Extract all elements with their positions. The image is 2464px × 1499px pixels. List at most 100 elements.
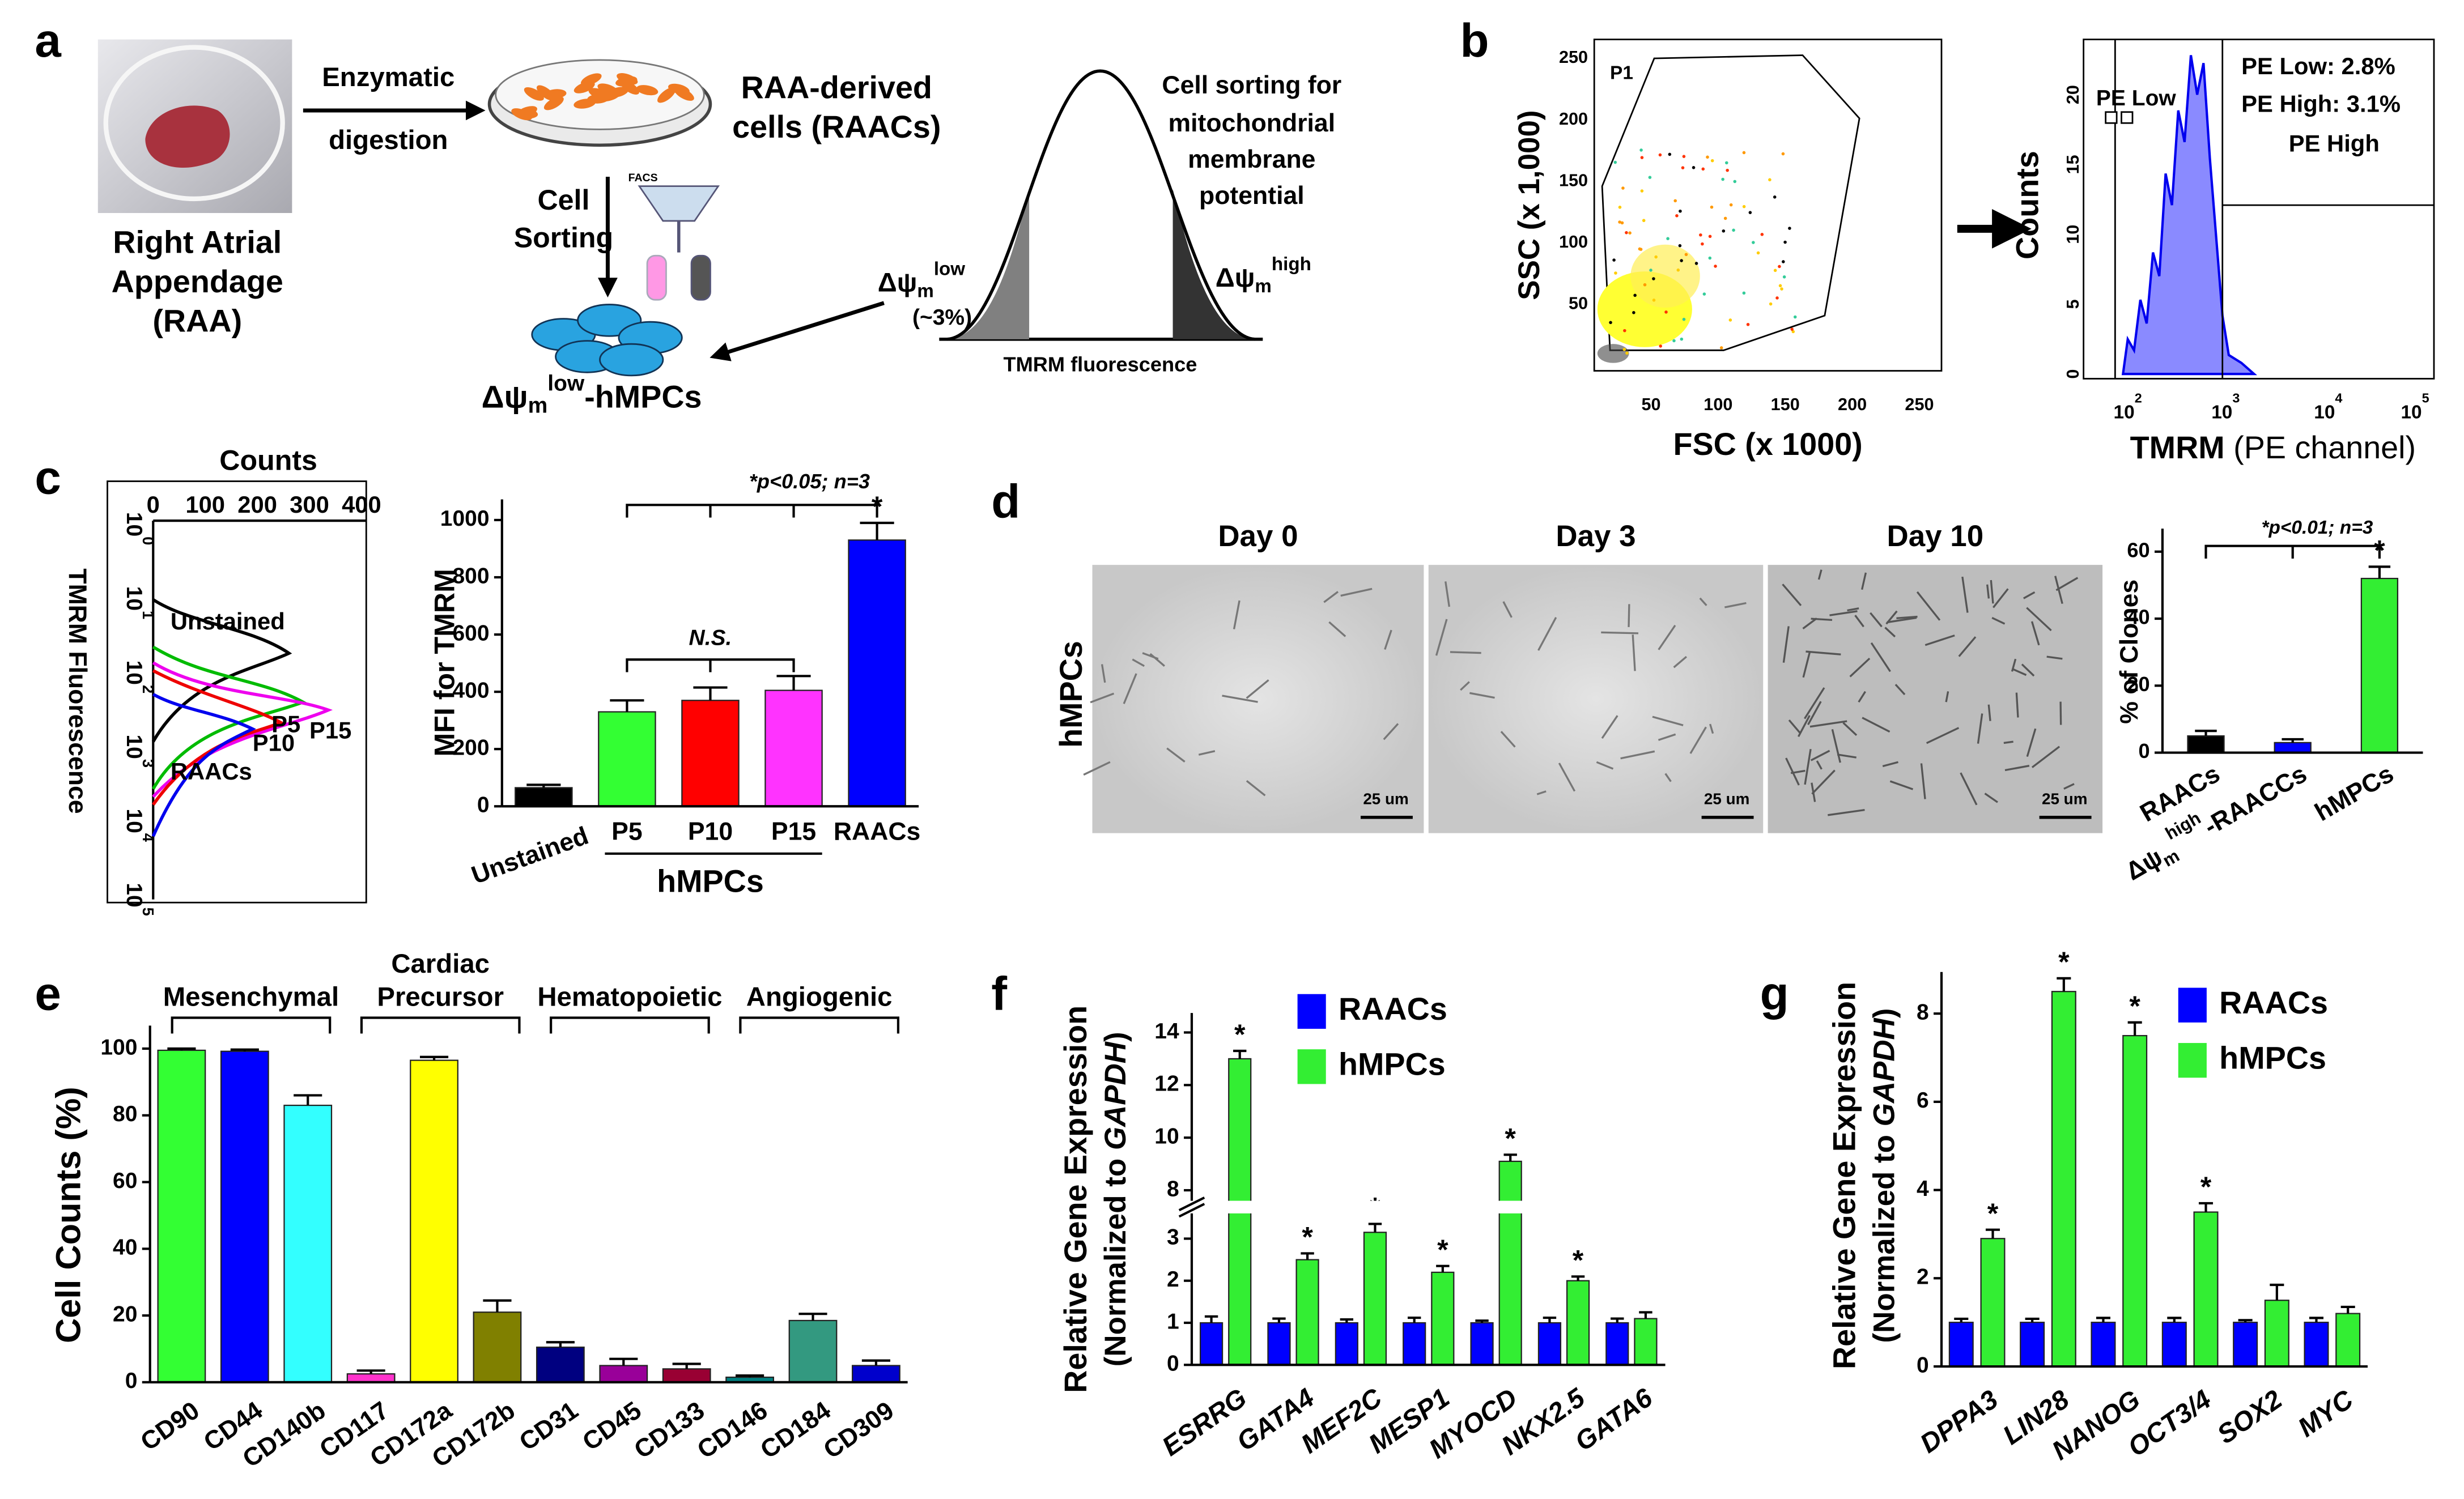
arrow — [710, 301, 885, 361]
group-label: Hematopoietic — [537, 982, 722, 1012]
bracket — [171, 1016, 332, 1034]
tick-label: 105 — [2401, 391, 2429, 423]
text-part: 0 — [139, 536, 157, 545]
cell-outline — [1977, 713, 1983, 744]
cell-outline — [1842, 722, 1858, 736]
cell-outline — [1323, 591, 1339, 603]
event — [1625, 351, 1629, 355]
significance-star: * — [2129, 990, 2140, 1022]
event — [1746, 322, 1750, 326]
tick-label: 103 — [2211, 391, 2240, 423]
cell-outline — [1620, 750, 1655, 760]
event — [1778, 265, 1781, 269]
panel-letter: d — [991, 474, 1020, 527]
bar — [1566, 1280, 1590, 1366]
bar — [220, 1050, 269, 1383]
event — [1618, 206, 1622, 209]
cell-outline — [2030, 621, 2040, 646]
text-part: Δψ — [878, 267, 917, 297]
y-tick-label: 40 — [113, 1236, 137, 1260]
bar — [598, 711, 656, 807]
event — [1692, 166, 1696, 169]
legend-label: hMPCs — [2219, 1040, 2326, 1075]
event — [1673, 199, 1677, 203]
cell-outline — [1870, 612, 1883, 628]
cell — [524, 87, 544, 101]
cell-outline — [1450, 651, 1481, 654]
axis-label: Relative Gene Expression — [1827, 982, 1862, 1369]
text-part: high — [1272, 254, 1311, 275]
tick-label: 101 — [122, 586, 157, 620]
cell-outline — [1984, 793, 1998, 803]
y-tick-label: 8 — [1917, 1000, 1929, 1024]
tick-label: 0 — [147, 491, 160, 518]
cell — [636, 85, 659, 96]
text-part: (Normalized to — [1867, 1126, 1901, 1343]
significance-star: * — [2200, 1171, 2212, 1203]
panel-letter: e — [35, 966, 61, 1020]
event — [1783, 240, 1787, 244]
event — [1701, 167, 1705, 171]
annotation: *p<0.05; n=3 — [749, 470, 870, 493]
event — [1702, 292, 1706, 296]
bar — [2304, 1322, 2329, 1368]
cell-outline — [1847, 607, 1859, 612]
bar — [1498, 1160, 1522, 1366]
text-part: 10 — [122, 883, 146, 907]
cell — [657, 87, 676, 103]
text-part: 10 — [122, 586, 146, 611]
event — [1676, 268, 1680, 272]
cell-outline — [1166, 747, 1186, 763]
bar — [2360, 577, 2399, 753]
legend-label: hMPCs — [1339, 1047, 1446, 1082]
cell-outline — [1916, 591, 1941, 621]
label: (~3%) — [912, 305, 972, 330]
cell — [516, 109, 538, 119]
cell-outline — [1811, 618, 1833, 621]
text-part: Δψ — [1216, 262, 1255, 292]
cell-outline — [2026, 607, 2052, 632]
cell-outline — [1884, 627, 1896, 638]
cell-outline — [1861, 572, 1867, 590]
cell-outline — [1632, 634, 1636, 671]
event — [1791, 330, 1795, 334]
tick-label: 150 — [1559, 171, 1588, 190]
axis-label: Counts — [2010, 151, 2045, 259]
label: Sorting — [514, 222, 613, 254]
y-tick-label: 20 — [2127, 672, 2149, 696]
axis-label: TMRM (PE channel) — [2130, 430, 2416, 465]
text-part: ) — [1099, 1032, 1132, 1042]
cell-outline — [1925, 634, 1955, 646]
label: (RAA) — [152, 304, 242, 339]
y-tick-label: 400 — [452, 678, 489, 702]
cell-outline — [1807, 701, 1822, 726]
bar — [1948, 1322, 1974, 1368]
cell-outline — [1809, 720, 1847, 728]
y-tick-label: 2 — [1917, 1265, 1929, 1289]
cell — [536, 85, 555, 101]
text-part: Δψ — [482, 379, 528, 414]
text-part: GAPDH — [1099, 1041, 1132, 1150]
event — [1668, 152, 1672, 156]
cell-outline — [1090, 692, 1115, 704]
cell-outline — [1849, 657, 1871, 678]
event — [1708, 235, 1712, 239]
cell-outline — [1805, 650, 1841, 655]
text-part: 1 — [139, 611, 157, 619]
cell-outline — [1699, 597, 1707, 606]
event — [1726, 168, 1729, 172]
y-tick-label: 8 — [1167, 1177, 1179, 1201]
label: Appendage — [112, 264, 283, 299]
cell-outline — [2046, 655, 2063, 660]
row-label: hMPCs — [1053, 641, 1089, 748]
cell-outline — [1083, 761, 1111, 776]
event — [1652, 299, 1656, 302]
tick-label: 250 — [1905, 395, 1934, 414]
cell-outline — [1811, 769, 1836, 795]
annotation: *p<0.01; n=3 — [2261, 517, 2373, 538]
cell-outline — [1500, 731, 1516, 748]
label: membrane — [1188, 146, 1315, 173]
cell-outline — [1829, 610, 1858, 616]
event — [1684, 253, 1688, 257]
column-label: Day 0 — [1218, 519, 1298, 553]
